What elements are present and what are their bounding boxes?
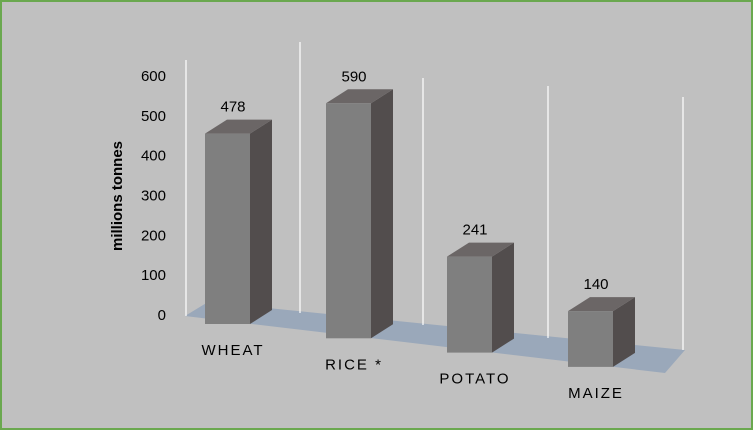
value-label: 140 [583,276,608,293]
x-tick-label: RICE * [325,356,383,373]
bar-top [326,89,393,104]
bar-top [568,297,635,312]
bar [205,133,250,324]
value-label: 478 [220,99,245,116]
x-tick-label: MAIZE [568,385,624,402]
bar-side [492,242,514,353]
y-tick-label: 400 [141,148,166,165]
bar [447,256,492,353]
y-tick-label: 600 [141,68,166,85]
y-tick-label: 500 [141,108,166,125]
floor [185,302,685,373]
y-tick-label: 300 [141,187,166,204]
bar-side [371,89,393,339]
y-tick-label: 100 [141,267,166,284]
x-tick-label: WHEAT [201,342,264,359]
y-tick-label: 200 [141,227,166,244]
y-axis-label: millions tonnes [109,141,126,251]
y-tick-label: 0 [158,307,166,324]
bar [326,103,371,339]
value-label: 241 [462,222,487,239]
bar-top [447,242,514,257]
value-label: 590 [341,68,366,85]
bar-side [250,119,272,324]
bar-top [205,119,272,134]
bar-side [613,297,635,367]
x-tick-label: POTATO [439,371,510,388]
bar [568,311,613,367]
